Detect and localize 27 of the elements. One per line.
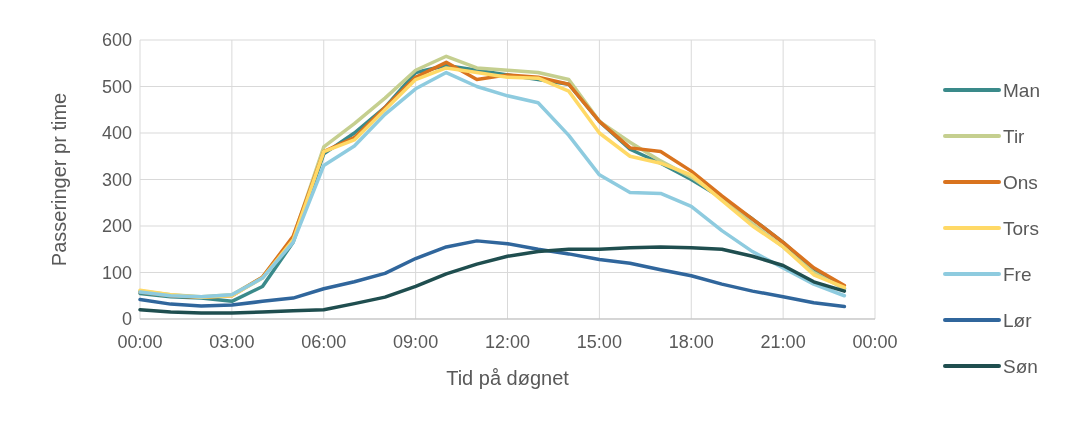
y-tick-label: 300: [101, 169, 132, 190]
y-tick-label: 600: [101, 30, 132, 51]
x-tick-label: 18:00: [668, 332, 714, 352]
y-tick-label: 200: [101, 216, 132, 237]
x-tick-label: 21:00: [760, 332, 806, 352]
legend-label: Lør: [1003, 309, 1033, 331]
legend-label: Søn: [1003, 355, 1038, 377]
x-tick-label: 06:00: [301, 332, 347, 352]
y-tick-label: 400: [101, 123, 132, 144]
legend-label: Man: [1003, 79, 1040, 101]
y-axis-title: Passeringer pr time: [48, 92, 70, 267]
legend-label: Ons: [1003, 171, 1038, 193]
legend-label: Tors: [1003, 217, 1039, 239]
x-tick-label: 15:00: [576, 332, 622, 352]
x-tick-label: 03:00: [209, 332, 255, 352]
x-tick-label: 12:00: [484, 332, 531, 352]
legend-label: Tir: [1003, 125, 1026, 147]
y-tick-label: 500: [101, 76, 132, 97]
x-tick-label: 09:00: [393, 332, 439, 352]
x-tick-label: 00:00: [117, 332, 163, 352]
line-series: [138, 245, 847, 315]
y-tick-label: 0: [121, 309, 132, 330]
line-series: [138, 239, 847, 309]
x-tick-label: 00:00: [852, 332, 898, 352]
x-axis-title: Tid på døgnet: [446, 367, 570, 389]
legend-label: Fre: [1003, 263, 1032, 285]
y-tick-label: 100: [101, 262, 132, 283]
